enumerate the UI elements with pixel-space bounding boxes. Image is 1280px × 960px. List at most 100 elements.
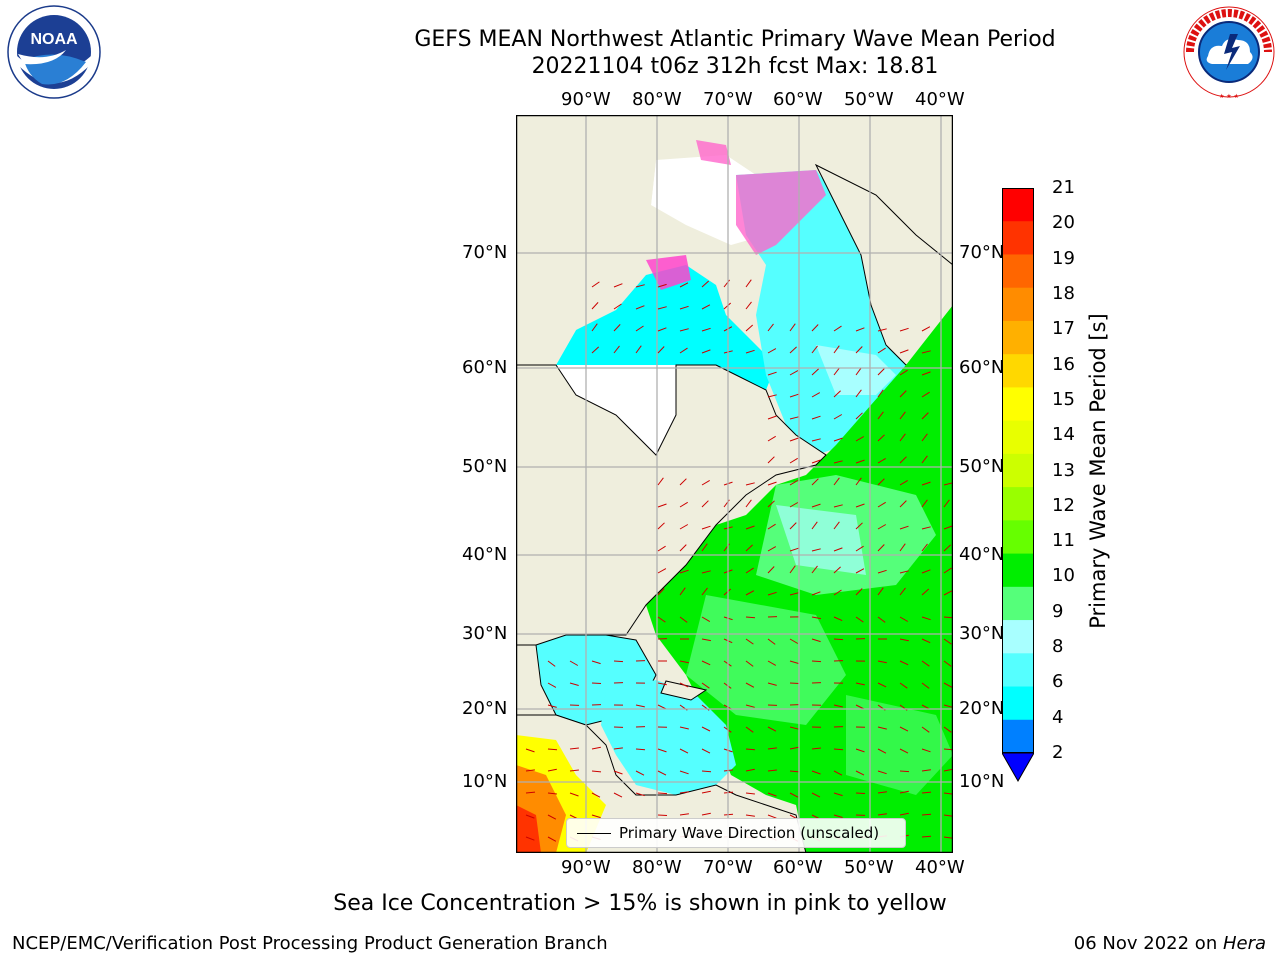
cuba [660, 680, 708, 701]
wave-arrow [789, 792, 799, 798]
wave-arrow [723, 279, 730, 288]
wave-arrow [657, 814, 668, 816]
wave-arrow [811, 368, 819, 376]
wave-arrow [547, 682, 557, 688]
wave-arrow [701, 638, 711, 642]
wave-arrow [855, 389, 862, 398]
wave-arrow [657, 503, 667, 508]
wave-arrow [943, 544, 951, 552]
wave-arrow [943, 525, 953, 530]
wave-arrow [635, 345, 642, 354]
footer-branch: NCEP/EMC/Verification Post Processing Pr… [12, 933, 608, 954]
colorbar-segment [1002, 188, 1034, 222]
wave-arrow [833, 616, 843, 622]
lon-label-top: 90°W [561, 89, 611, 110]
wave-arrow [789, 746, 799, 750]
wave-arrow [701, 682, 710, 689]
wave-arrow [547, 836, 557, 842]
wave-arrow [635, 770, 645, 776]
wave-arrow [921, 638, 931, 644]
wave-arrow [811, 770, 821, 775]
wave-arrow [679, 282, 689, 288]
wave-arrow [591, 302, 599, 310]
lon-label-bottom: 80°W [632, 857, 682, 878]
wave-arrow [789, 393, 799, 398]
wave-arrow [657, 770, 667, 776]
wave-arrow [767, 523, 776, 530]
wave-arrow [789, 346, 797, 354]
wave-arrow [745, 349, 755, 354]
graticule [516, 115, 953, 853]
wave-arrow [789, 770, 800, 773]
lat-label-right: 70°N [959, 242, 1005, 263]
wave-arrow [811, 521, 818, 530]
colorbar-segment [1002, 520, 1034, 555]
wave-arrow [679, 501, 688, 508]
wave-arrow [943, 726, 952, 733]
wave-arrow [921, 455, 928, 464]
wave-arrow [899, 456, 907, 464]
wave-arrow [525, 836, 535, 841]
colorbar-tick-label: 17 [1052, 318, 1075, 340]
wave-arrow [701, 543, 708, 552]
wave-arrow [613, 283, 623, 288]
wave-arrow [899, 543, 906, 552]
wave-arrow [877, 726, 887, 730]
wave-arrow [877, 501, 886, 508]
wave-arrow [921, 350, 931, 354]
wave-arrow [855, 748, 865, 753]
wave-arrow [767, 682, 777, 686]
wave-arrow [701, 525, 711, 530]
wave-arrow [591, 346, 600, 354]
wave-arrow [921, 412, 929, 420]
wave-arrow [943, 482, 953, 486]
wave-arrow [745, 482, 755, 486]
wave-arrow [701, 748, 711, 754]
wave-arrow [701, 479, 710, 486]
wave-arrow [547, 704, 557, 708]
wave-arrow [877, 791, 887, 794]
wave-arrow [899, 616, 909, 622]
wave-arrow [613, 345, 620, 354]
wave-arrow [921, 791, 932, 794]
lon-label-top: 80°W [632, 89, 682, 110]
lat-label-left: 50°N [462, 456, 508, 477]
colorbar-tick-label: 11 [1052, 530, 1075, 552]
wave-arrow [701, 570, 711, 574]
wave-arrow [921, 433, 928, 442]
wave-arrow [811, 503, 821, 508]
wave-arrow [767, 435, 776, 442]
wave-arrow [701, 812, 711, 816]
wave-arrow [789, 565, 796, 574]
colorbar-tick-label: 10 [1052, 565, 1075, 587]
wave-arrow [855, 588, 863, 596]
wave-arrow [745, 792, 755, 795]
wave-arrow [635, 325, 644, 332]
wave-arrow [745, 704, 755, 708]
wave-arrow [899, 660, 909, 666]
wave-arrow [767, 726, 777, 732]
wave-arrow [899, 770, 910, 773]
wave-arrow [679, 587, 686, 596]
wave-arrow [833, 547, 843, 552]
colorbar-tick-label: 8 [1052, 636, 1064, 658]
wave-arrow [811, 345, 818, 354]
wave-arrow [877, 411, 884, 420]
wave-arrow [855, 367, 862, 376]
wave-arrow [657, 346, 665, 354]
colorbar-tick-label: 6 [1052, 671, 1064, 693]
wave-arrow [789, 638, 799, 644]
wave-arrow [943, 814, 953, 817]
lon-label-top: 60°W [773, 89, 823, 110]
wave-arrow [745, 660, 754, 667]
wave-arrow [789, 547, 799, 552]
wave-arrow [657, 748, 667, 753]
wave-arrow [767, 323, 774, 332]
wave-arrow [767, 415, 777, 420]
wave-arrow [921, 543, 928, 552]
wave-arrow [657, 616, 666, 623]
wave-arrow [811, 324, 819, 332]
wave-arrow [701, 327, 711, 332]
wave-arrow [745, 748, 756, 751]
wave-arrow [701, 349, 711, 354]
